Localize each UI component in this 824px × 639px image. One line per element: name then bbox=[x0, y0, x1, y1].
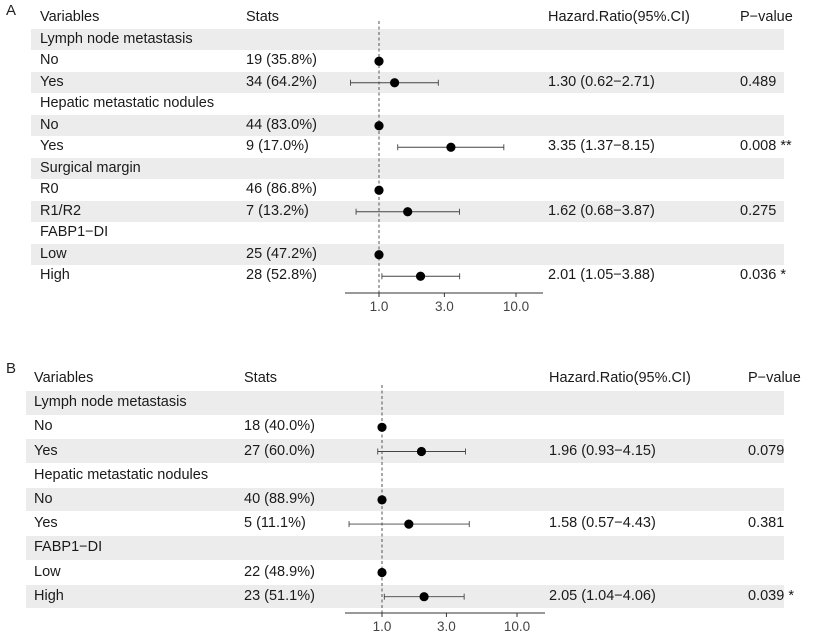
row-hazard-ratio: 3.35 (1.37−8.15) bbox=[548, 138, 655, 155]
row-level-label: No bbox=[34, 490, 53, 507]
row-stats: 18 (40.0%) bbox=[244, 418, 315, 435]
row-p-value: 0.079 bbox=[748, 442, 785, 459]
hazard-ratio-point bbox=[374, 56, 384, 66]
row-level-label: Yes bbox=[40, 138, 64, 155]
group-label: Lymph node metastasis bbox=[34, 394, 187, 411]
row-hazard-ratio: 1.58 (0.57−4.43) bbox=[549, 515, 656, 532]
panel-letter: B bbox=[6, 360, 17, 377]
row-level-label: Low bbox=[40, 245, 67, 262]
row-shading bbox=[31, 29, 784, 50]
header-variables: Variables bbox=[34, 370, 94, 386]
row-stats: 9 (17.0%) bbox=[246, 138, 309, 155]
row-stats: 46 (86.8%) bbox=[246, 181, 317, 198]
header-variables: Variables bbox=[40, 9, 100, 25]
row-shading bbox=[31, 201, 784, 222]
row-stats: 28 (52.8%) bbox=[246, 267, 317, 284]
x-tick-label: 10.0 bbox=[503, 299, 529, 314]
group-label: FABP1−DI bbox=[34, 539, 103, 556]
hazard-ratio-point bbox=[374, 185, 384, 195]
row-stats: 40 (88.9%) bbox=[244, 490, 315, 507]
row-hazard-ratio: 1.62 (0.68−3.87) bbox=[548, 202, 655, 219]
header-p-value: P−value bbox=[748, 370, 801, 386]
group-label: Hepatic metastatic nodules bbox=[34, 466, 209, 483]
hazard-ratio-point bbox=[415, 271, 426, 281]
row-hazard-ratio: 1.96 (0.93−4.15) bbox=[549, 442, 656, 459]
row-level-label: No bbox=[40, 116, 59, 133]
group-label: Lymph node metastasis bbox=[40, 30, 193, 47]
row-p-value: 0.008 ** bbox=[740, 138, 792, 155]
row-level-label: Yes bbox=[40, 73, 64, 90]
row-level-label: High bbox=[34, 587, 64, 604]
row-shading bbox=[31, 72, 784, 93]
x-tick-label: 10.0 bbox=[504, 619, 530, 634]
row-shading bbox=[26, 391, 784, 415]
group-label: FABP1−DI bbox=[40, 224, 109, 241]
header-stats: Stats bbox=[244, 370, 278, 386]
x-tick-label: 3.0 bbox=[435, 299, 454, 314]
row-level-label: Low bbox=[34, 563, 61, 580]
row-p-value: 0.036 * bbox=[740, 267, 786, 284]
hazard-ratio-point bbox=[446, 142, 456, 152]
row-hazard-ratio: 1.30 (0.62−2.71) bbox=[548, 73, 655, 90]
row-level-label: R1/R2 bbox=[40, 202, 82, 219]
row-stats: 5 (11.1%) bbox=[244, 515, 306, 532]
row-stats: 34 (64.2%) bbox=[246, 73, 317, 90]
row-level-label: No bbox=[40, 52, 59, 69]
row-stats: 22 (48.9%) bbox=[244, 563, 315, 580]
row-hazard-ratio: 2.01 (1.05−3.88) bbox=[548, 267, 655, 284]
row-shading bbox=[31, 244, 784, 265]
header-stats: Stats bbox=[246, 9, 280, 25]
x-tick-label: 1.0 bbox=[373, 619, 392, 634]
row-shading bbox=[26, 584, 784, 609]
row-level-label: R0 bbox=[40, 181, 59, 198]
row-stats: 27 (60.0%) bbox=[244, 442, 315, 459]
header-hazard-ratio: Hazard.Ratio(95%.CI) bbox=[548, 9, 690, 25]
header-p-value: P−value bbox=[740, 9, 793, 25]
row-hazard-ratio: 2.05 (1.04−4.06) bbox=[549, 587, 656, 604]
header-hazard-ratio: Hazard.Ratio(95%.CI) bbox=[549, 370, 691, 386]
row-p-value: 0.381 bbox=[748, 515, 785, 532]
row-level-label: No bbox=[34, 418, 53, 435]
row-level-label: Yes bbox=[34, 442, 58, 459]
hazard-ratio-point bbox=[404, 519, 414, 529]
row-shading bbox=[26, 439, 784, 464]
group-label: Surgical margin bbox=[40, 159, 141, 176]
row-p-value: 0.039 * bbox=[748, 587, 794, 604]
row-shading bbox=[26, 536, 784, 560]
row-stats: 19 (35.8%) bbox=[246, 52, 317, 69]
hazard-ratio-point bbox=[377, 422, 387, 432]
row-shading bbox=[26, 487, 784, 512]
row-p-value: 0.489 bbox=[740, 73, 777, 90]
row-shading bbox=[31, 158, 784, 179]
panel-letter: A bbox=[6, 2, 17, 19]
hazard-ratio-point bbox=[377, 567, 387, 578]
row-p-value: 0.275 bbox=[740, 202, 777, 219]
x-tick-label: 3.0 bbox=[437, 619, 456, 634]
row-stats: 25 (47.2%) bbox=[246, 245, 317, 262]
group-label: Hepatic metastatic nodules bbox=[40, 95, 215, 112]
row-shading bbox=[31, 115, 784, 136]
row-stats: 23 (51.1%) bbox=[244, 587, 315, 604]
x-tick-label: 1.0 bbox=[370, 299, 389, 314]
row-level-label: Yes bbox=[34, 515, 58, 532]
row-stats: 7 (13.2%) bbox=[246, 202, 309, 219]
row-level-label: High bbox=[40, 267, 70, 284]
row-stats: 44 (83.0%) bbox=[246, 116, 317, 133]
